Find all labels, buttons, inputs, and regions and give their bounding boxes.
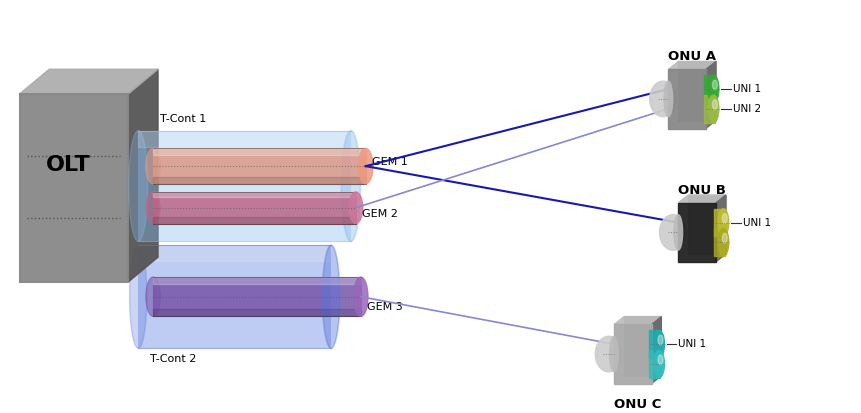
Bar bbox=[153, 277, 361, 284]
Polygon shape bbox=[20, 69, 158, 94]
Ellipse shape bbox=[128, 131, 147, 241]
Text: T-Cont 2: T-Cont 2 bbox=[150, 354, 195, 364]
Bar bbox=[138, 245, 331, 348]
Bar bbox=[153, 148, 365, 184]
Text: OLT: OLT bbox=[46, 155, 90, 176]
Ellipse shape bbox=[673, 215, 682, 250]
Text: UNI 2: UNI 2 bbox=[732, 104, 760, 114]
Ellipse shape bbox=[711, 100, 716, 109]
Ellipse shape bbox=[609, 336, 617, 372]
Text: GEM 3: GEM 3 bbox=[366, 301, 402, 311]
Bar bbox=[153, 192, 356, 223]
Ellipse shape bbox=[349, 192, 362, 223]
Bar bbox=[713, 228, 724, 256]
Polygon shape bbox=[651, 316, 660, 384]
Polygon shape bbox=[623, 316, 660, 376]
Ellipse shape bbox=[657, 355, 662, 365]
Bar bbox=[703, 75, 714, 103]
Text: UNI 1: UNI 1 bbox=[742, 218, 770, 228]
Bar bbox=[153, 148, 365, 154]
Ellipse shape bbox=[358, 148, 373, 184]
Bar bbox=[648, 330, 660, 358]
Polygon shape bbox=[678, 61, 715, 121]
Bar bbox=[153, 277, 361, 316]
Bar bbox=[20, 94, 128, 282]
Polygon shape bbox=[667, 61, 715, 69]
Polygon shape bbox=[613, 316, 660, 324]
Ellipse shape bbox=[663, 81, 672, 117]
Ellipse shape bbox=[146, 148, 160, 184]
Bar bbox=[703, 95, 714, 123]
Ellipse shape bbox=[722, 233, 727, 243]
Ellipse shape bbox=[146, 192, 160, 223]
Ellipse shape bbox=[717, 209, 728, 236]
Ellipse shape bbox=[595, 336, 622, 372]
Bar bbox=[153, 192, 356, 197]
Text: UNI 1: UNI 1 bbox=[678, 339, 706, 349]
Text: T-Cont 1: T-Cont 1 bbox=[159, 114, 206, 123]
Ellipse shape bbox=[129, 245, 146, 348]
Bar bbox=[648, 350, 660, 378]
Ellipse shape bbox=[653, 330, 664, 358]
Ellipse shape bbox=[722, 214, 727, 223]
Ellipse shape bbox=[659, 215, 685, 250]
Ellipse shape bbox=[353, 277, 368, 316]
Polygon shape bbox=[715, 195, 725, 262]
Text: UNI 1: UNI 1 bbox=[732, 84, 760, 94]
Bar bbox=[678, 203, 715, 262]
Ellipse shape bbox=[341, 131, 360, 241]
Text: ONU B: ONU B bbox=[678, 184, 725, 197]
Ellipse shape bbox=[707, 75, 718, 103]
Bar bbox=[138, 131, 350, 147]
Ellipse shape bbox=[717, 228, 728, 256]
Polygon shape bbox=[678, 195, 725, 203]
Text: ONU C: ONU C bbox=[613, 398, 660, 411]
Text: ONU A: ONU A bbox=[667, 50, 715, 63]
Ellipse shape bbox=[146, 277, 160, 316]
Bar bbox=[667, 69, 705, 128]
Bar bbox=[713, 209, 724, 236]
Bar bbox=[153, 217, 356, 223]
Ellipse shape bbox=[711, 80, 716, 90]
Bar bbox=[613, 324, 651, 384]
Polygon shape bbox=[128, 69, 158, 282]
Bar bbox=[153, 309, 361, 316]
Ellipse shape bbox=[322, 245, 339, 348]
Ellipse shape bbox=[707, 95, 718, 123]
Ellipse shape bbox=[653, 350, 664, 378]
Ellipse shape bbox=[649, 81, 676, 117]
Ellipse shape bbox=[657, 335, 662, 345]
Text: GEM 2: GEM 2 bbox=[362, 209, 397, 218]
Polygon shape bbox=[687, 195, 725, 254]
Text: GEM 1: GEM 1 bbox=[371, 157, 407, 167]
Bar bbox=[138, 245, 331, 261]
Bar bbox=[153, 177, 365, 184]
Bar bbox=[138, 131, 350, 241]
Polygon shape bbox=[705, 61, 715, 128]
